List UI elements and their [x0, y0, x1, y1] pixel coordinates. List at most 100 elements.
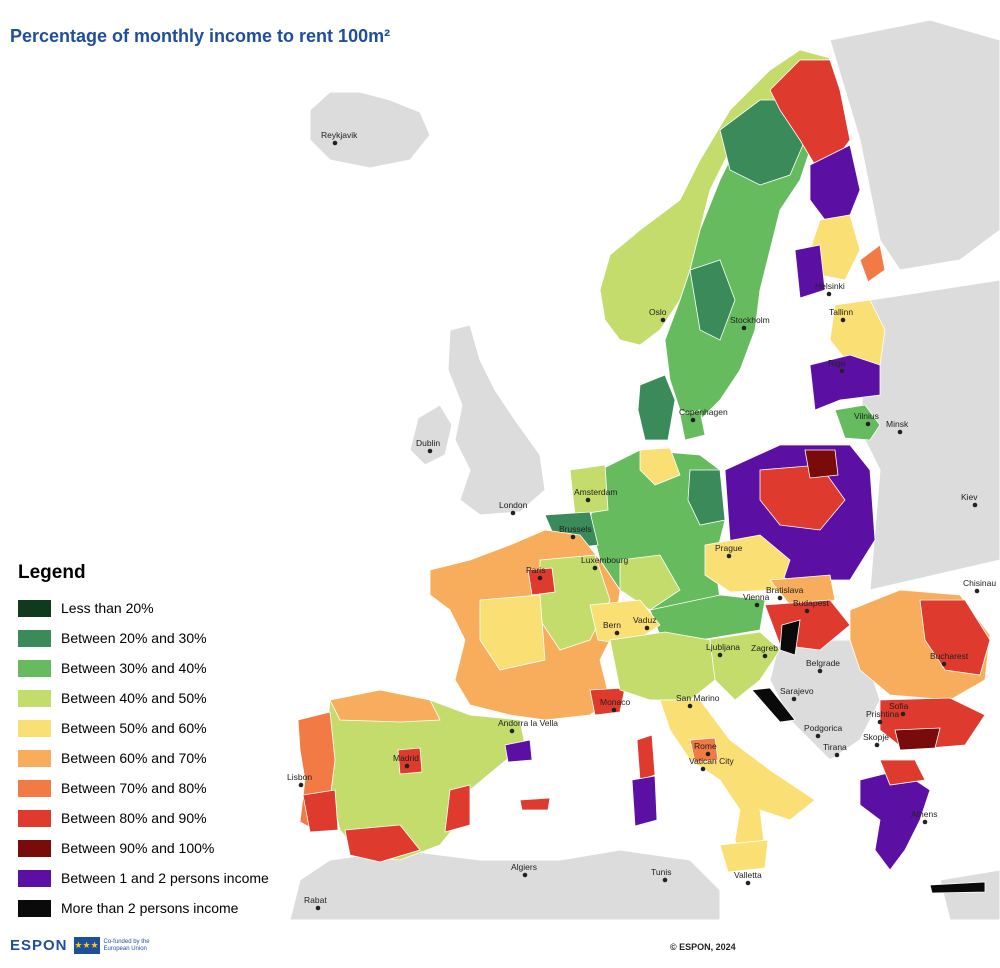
- legend-item: Between 70% and 80%: [18, 773, 288, 803]
- city-marker: Rome: [694, 741, 717, 757]
- legend-label: Less than 20%: [61, 600, 154, 616]
- region-greece-north: [879, 759, 926, 786]
- region-germany-north: [639, 447, 681, 486]
- region-nice: [589, 687, 626, 716]
- city-label: Bern: [603, 620, 621, 630]
- city-dot: [897, 429, 903, 435]
- city-dot: [509, 728, 515, 734]
- city-label: Tirana: [823, 742, 847, 752]
- region-croatia-east: [779, 619, 801, 656]
- region-germany-south: [619, 554, 681, 611]
- city-dot: [537, 575, 543, 581]
- city-dot: [614, 630, 620, 636]
- city-marker: Madrid: [393, 753, 419, 769]
- region-latvia: [809, 354, 881, 411]
- city-label: Paris: [526, 565, 545, 575]
- legend-label: Between 80% and 90%: [61, 810, 207, 826]
- city-dot: [705, 751, 711, 757]
- city-marker: Riga: [828, 358, 846, 374]
- city-marker: Belgrade: [806, 658, 840, 674]
- legend-item: Between 20% and 30%: [18, 623, 288, 653]
- city-label: Ljubljana: [706, 642, 740, 652]
- city-marker: Sofia: [889, 701, 909, 717]
- city-dot: [745, 880, 751, 886]
- city-marker: Oslo: [649, 307, 667, 323]
- city-marker: Zagreb: [751, 643, 778, 659]
- non-study-land: [289, 19, 1000, 921]
- city-label: Athens: [911, 809, 937, 819]
- region-denmark-east: [679, 409, 706, 441]
- espon-wordmark: ESPON: [10, 937, 68, 954]
- city-marker: Rabat: [304, 895, 327, 911]
- city-marker: Copenhagen: [679, 407, 728, 423]
- region-lithuania: [834, 404, 881, 441]
- city-marker: Tallinn: [829, 307, 853, 323]
- city-marker: Paris: [526, 565, 545, 581]
- city-marker: Chisinau: [963, 578, 996, 594]
- map-title: Percentage of monthly income to rent 100…: [10, 26, 391, 46]
- legend-item: Between 30% and 40%: [18, 653, 288, 683]
- city-label: Zagreb: [751, 643, 778, 653]
- city-label: Rome: [694, 741, 717, 751]
- city-label: Tallinn: [829, 307, 853, 317]
- city-dot: [840, 317, 846, 323]
- city-dot: [717, 652, 723, 658]
- region-paris: [527, 567, 556, 596]
- city-label: Bratislava: [766, 585, 804, 595]
- city-dot: [900, 711, 906, 717]
- region-bulgaria-south: [894, 727, 941, 751]
- legend-swatch: [18, 629, 51, 647]
- region-finland-se: [859, 244, 886, 283]
- legend-label: Between 30% and 40%: [61, 660, 207, 676]
- city-dot: [815, 733, 821, 739]
- city-label: Lisbon: [287, 772, 312, 782]
- legend-label: Between 20% and 30%: [61, 630, 207, 646]
- legend-label: Between 50% and 60%: [61, 720, 207, 736]
- city-marker: Prague: [715, 543, 743, 559]
- city-marker: Brussels: [559, 524, 592, 540]
- city-marker: Budapest: [793, 598, 830, 614]
- city-marker: Reykjavik: [321, 130, 358, 146]
- region-sweden-mid: [689, 259, 736, 341]
- region-poland-warsaw: [804, 449, 839, 479]
- city-dot: [644, 625, 650, 631]
- city-marker: Monaco: [600, 697, 631, 713]
- city-label: Reykjavik: [321, 130, 358, 140]
- legend-swatch: [18, 839, 51, 857]
- city-marker: Luxembourg: [581, 555, 629, 571]
- city-label: Madrid: [393, 753, 419, 763]
- city-dot: [972, 502, 978, 508]
- legend-item: Between 80% and 90%: [18, 803, 288, 833]
- city-dot: [762, 653, 768, 659]
- city-dot: [687, 703, 693, 709]
- city-marker: London: [499, 500, 528, 516]
- region-spain-north: [329, 689, 441, 723]
- city-label: Algiers: [511, 862, 537, 872]
- legend-label: More than 2 persons income: [61, 900, 239, 916]
- region-crete: [929, 881, 986, 894]
- city-label: San Marino: [676, 693, 720, 703]
- city-marker: Vatican City: [689, 756, 734, 772]
- city-marker: Amsterdam: [574, 487, 617, 503]
- city-marker: Stockholm: [730, 315, 770, 331]
- city-marker: Tirana: [823, 742, 847, 758]
- region-spain-east: [444, 784, 471, 833]
- legend-item: Between 90% and 100%: [18, 833, 288, 863]
- region-portugal-south: [302, 789, 339, 833]
- city-dot: [592, 565, 598, 571]
- city-label: Vilnius: [854, 411, 879, 421]
- region-slovakia: [769, 574, 836, 606]
- legend-label: Between 60% and 70%: [61, 750, 207, 766]
- eu-flag-icon: ★★★: [73, 937, 100, 954]
- legend-swatch: [18, 689, 51, 707]
- city-dot: [839, 368, 845, 374]
- city-label: Prague: [715, 543, 743, 553]
- region-romania-east: [919, 599, 991, 676]
- city-label: Andorra la Vella: [498, 718, 558, 728]
- city-marker: Lisbon: [287, 772, 312, 788]
- city-label: Prishtina: [866, 709, 899, 719]
- legend-swatch: [18, 869, 51, 887]
- city-dot: [427, 448, 433, 454]
- city-label: Riga: [828, 358, 846, 368]
- region-france-centre: [479, 594, 546, 671]
